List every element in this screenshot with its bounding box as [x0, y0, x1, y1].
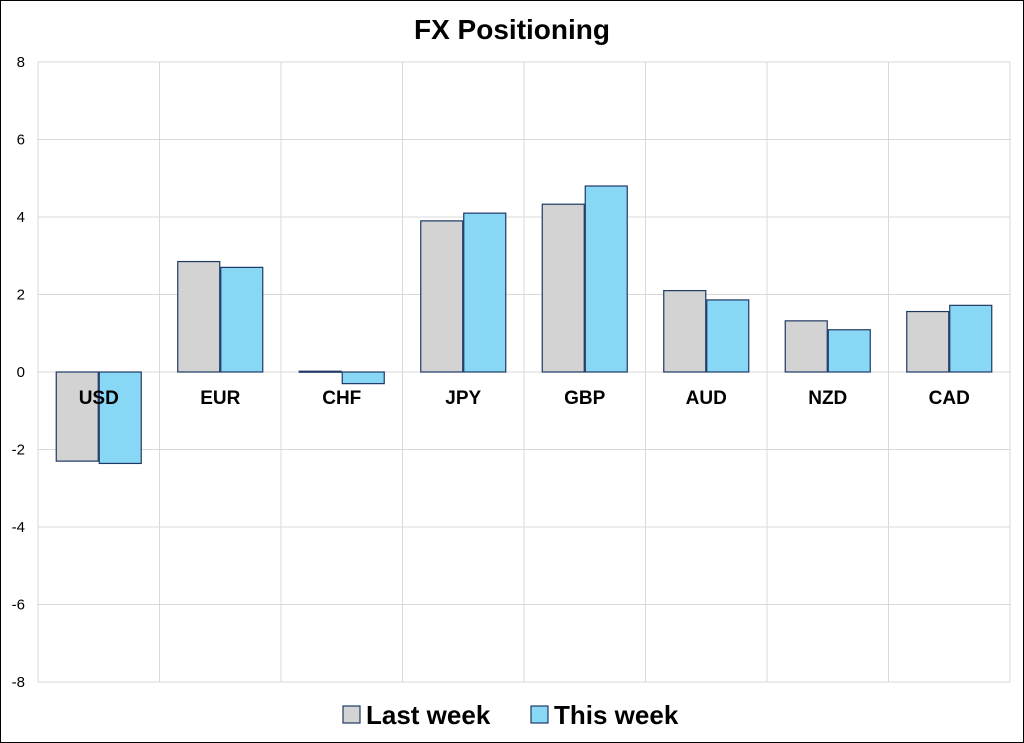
bar-gbp-last-week — [541, 203, 585, 373]
bar-usd-this-week — [98, 371, 142, 465]
legend-swatch-last-week — [342, 705, 361, 724]
category-label-usd: USD — [79, 388, 119, 409]
bar-eur-this-week — [220, 266, 264, 373]
y-tick-label: -4 — [12, 519, 25, 536]
category-label-gbp: GBP — [564, 388, 606, 409]
bar-cad-this-week — [949, 304, 993, 373]
bar-usd-last-week — [55, 371, 99, 462]
bar-aud-last-week — [663, 290, 707, 373]
bar-aud-this-week — [706, 299, 750, 373]
y-tick-label: -8 — [12, 674, 25, 691]
y-tick-label: 6 — [17, 132, 25, 149]
y-axis-ticks: 8 6 4 2 0 -2 -4 -6 -8 — [12, 54, 25, 691]
bar-eur-last-week — [177, 260, 221, 373]
y-tick-label: 8 — [17, 54, 25, 71]
y-tick-label: 0 — [17, 364, 25, 381]
category-label-nzd: NZD — [808, 388, 847, 409]
bars — [55, 185, 993, 465]
category-labels: USD EUR CHF JPY GBP AUD NZD CAD — [79, 388, 970, 409]
category-label-jpy: JPY — [445, 388, 481, 409]
bar-nzd-last-week — [784, 320, 828, 373]
category-label-chf: CHF — [322, 388, 361, 409]
legend-swatch-this-week — [530, 705, 549, 724]
category-label-cad: CAD — [929, 388, 970, 409]
category-label-aud: AUD — [686, 388, 727, 409]
legend-label-this-week: This week — [554, 700, 679, 730]
bar-chf-last-week — [298, 370, 342, 373]
bar-gbp-this-week — [584, 185, 628, 373]
bar-jpy-this-week — [463, 212, 507, 373]
bar-jpy-last-week — [420, 220, 464, 373]
y-tick-label: 2 — [17, 287, 25, 304]
legend: Last week This week — [342, 700, 679, 730]
y-tick-label: 4 — [17, 209, 25, 226]
y-tick-label: -2 — [12, 442, 25, 459]
chart-title: FX Positioning — [414, 14, 610, 45]
bar-chf-this-week — [341, 371, 385, 385]
category-label-eur: EUR — [200, 388, 240, 409]
bar-cad-last-week — [906, 310, 950, 373]
y-tick-label: -6 — [12, 597, 25, 614]
legend-label-last-week: Last week — [366, 700, 491, 730]
bar-nzd-this-week — [827, 329, 871, 373]
gridlines — [37, 61, 1011, 683]
